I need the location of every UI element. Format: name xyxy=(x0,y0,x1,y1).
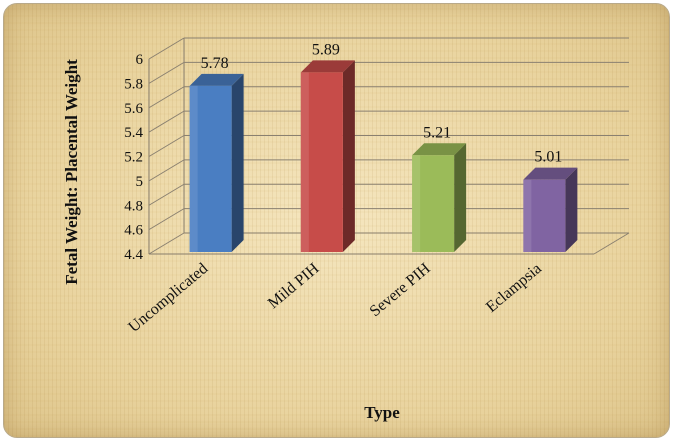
bar-highlight xyxy=(300,72,309,252)
gridline-side xyxy=(148,86,185,109)
gridline-side xyxy=(148,110,185,133)
bar-top xyxy=(300,60,355,73)
y-tick-label: 5 xyxy=(136,174,144,190)
floor-right xyxy=(593,232,630,255)
category-label: Severe PIH xyxy=(367,260,434,320)
x-axis-title: Type xyxy=(364,403,400,422)
category-labels: Uncomplicated Mild PIH Severe PIH Eclampsia xyxy=(125,260,545,336)
gridline-side xyxy=(148,208,185,231)
y-tick-label: 4.4 xyxy=(124,247,143,263)
gridline-side xyxy=(148,61,185,84)
gridline-side xyxy=(148,135,185,157)
bar-top xyxy=(412,143,467,156)
bar xyxy=(523,167,578,252)
data-label: 5.78 xyxy=(201,55,229,72)
data-label: 5.21 xyxy=(423,124,451,141)
bar-side xyxy=(342,60,355,252)
gridlines xyxy=(148,37,630,255)
bar xyxy=(189,73,244,252)
y-tick-label: 5.8 xyxy=(124,76,143,92)
y-tick-label: 5.4 xyxy=(124,125,143,141)
gridline-side xyxy=(148,183,185,206)
bar-highlight xyxy=(189,85,198,252)
y-tick-label: 4.6 xyxy=(124,223,143,239)
y-tick-label: 6 xyxy=(136,52,144,68)
y-tick-labels: 4.4 4.6 4.8 5 5.2 5.4 5.6 5.8 6 xyxy=(124,52,143,263)
bars xyxy=(189,60,578,252)
bar-highlight xyxy=(412,155,421,252)
bar-side xyxy=(231,73,244,252)
bar-top xyxy=(523,167,578,180)
gridline-side xyxy=(148,159,185,182)
bar-side xyxy=(454,143,467,252)
category-label: Eclampsia xyxy=(483,260,545,316)
category-label: Mild PIH xyxy=(265,260,323,312)
y-axis-title: Fetal Weight: Placental Weight xyxy=(62,59,81,285)
bar-highlight xyxy=(523,179,532,252)
y-tick-label: 5.2 xyxy=(124,150,143,166)
chart-frame: 4.4 4.6 4.8 5 5.2 5.4 5.6 5.8 6 5.78 5.89 5.21 5.01… xyxy=(3,3,670,438)
y-tick-label: 5.6 xyxy=(124,101,143,117)
bar-top xyxy=(189,73,244,86)
bar xyxy=(300,60,355,252)
data-label: 5.89 xyxy=(312,41,340,58)
gridline-side xyxy=(148,37,185,60)
bar-chart: 4.4 4.6 4.8 5 5.2 5.4 5.6 5.8 6 5.78 5.89 5.21 5.01… xyxy=(62,37,630,422)
bar-side xyxy=(565,167,578,252)
data-label: 5.01 xyxy=(534,149,562,166)
category-label: Uncomplicated xyxy=(125,260,211,336)
bar xyxy=(412,143,467,252)
y-tick-label: 4.8 xyxy=(124,198,143,214)
gridline-side xyxy=(148,232,185,255)
data-labels: 5.78 5.89 5.21 5.01 xyxy=(201,41,563,165)
